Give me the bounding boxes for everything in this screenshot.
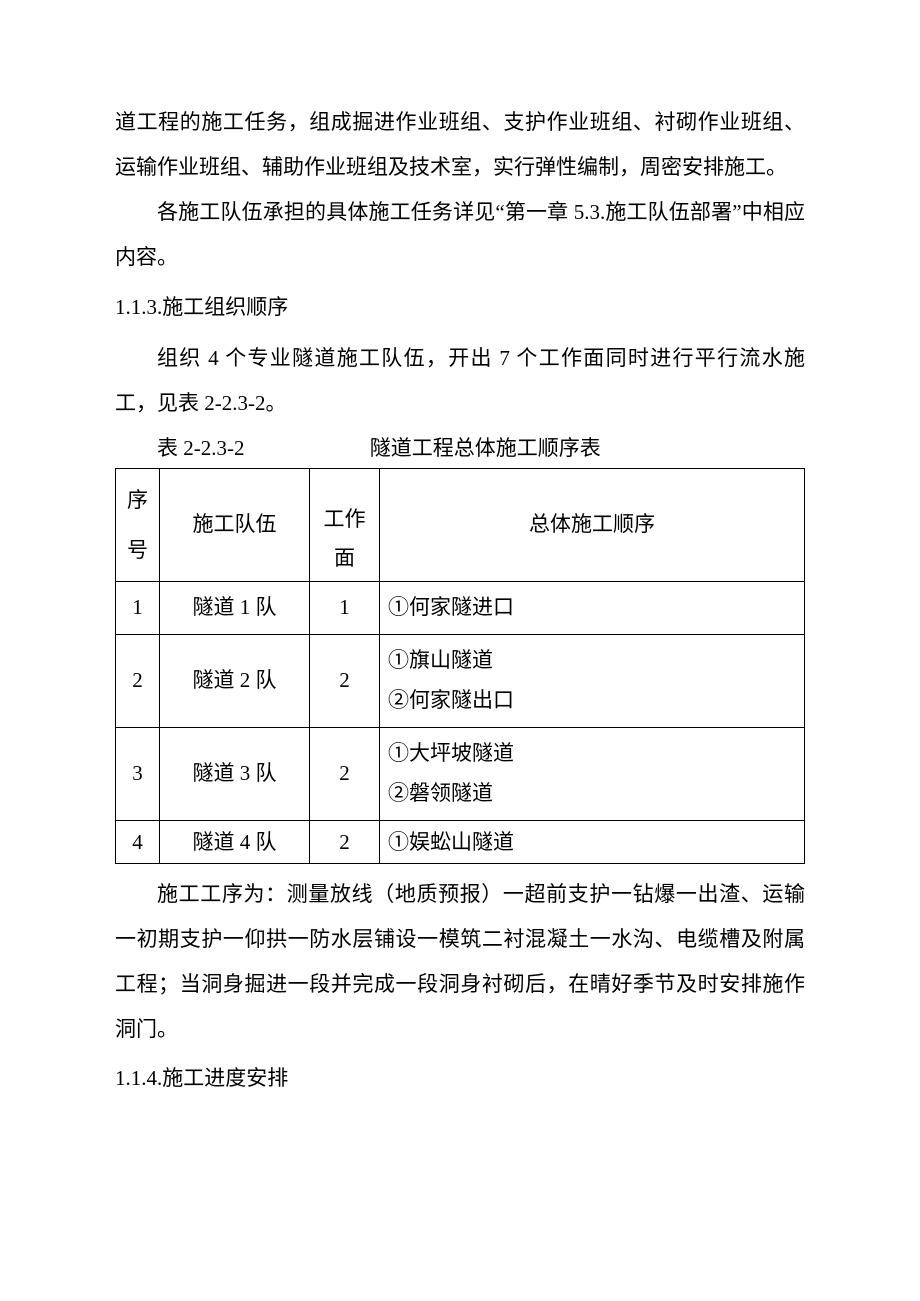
cell-seq: 3	[116, 748, 159, 800]
paragraph-3: 组织 4 个专业隧道施工队伍，开出 7 个工作面同时进行平行流水施工，见表 2-…	[115, 336, 805, 426]
table-header-row: 序号 施工队伍 工作面 总体施工顺序	[116, 468, 805, 582]
cell-order: ①何家隧进口	[380, 582, 804, 634]
cell-face: 1	[310, 582, 379, 634]
table-row: 2 隧道 2 队 2 ①旗山隧道②何家隧出口	[116, 635, 805, 728]
cell-order: ①娱蚣山隧道	[380, 821, 804, 863]
th-face: 工作面	[310, 468, 380, 582]
paragraph-2: 各施工队伍承担的具体施工任务详见“第一章 5.3.施工队伍部署”中相应内容。	[115, 190, 805, 280]
cell-order: ①大坪坡隧道②磐领隧道	[380, 728, 804, 820]
table-row: 3 隧道 3 队 2 ①大坪坡隧道②磐领隧道	[116, 728, 805, 821]
cell-face: 2	[310, 655, 379, 707]
cell-face: 2	[310, 821, 379, 863]
cell-seq: 4	[116, 821, 159, 863]
table-body: 1 隧道 1 队 1 ①何家隧进口 2 隧道 2 队 2 ①旗山隧道②何家隧出口…	[116, 582, 805, 863]
cell-face: 2	[310, 748, 379, 800]
cell-seq: 1	[116, 582, 159, 634]
cell-order: ①旗山隧道②何家隧出口	[380, 635, 804, 727]
cell-seq: 2	[116, 655, 159, 707]
cell-team: 隧道 4 队	[160, 821, 309, 863]
table-row: 4 隧道 4 队 2 ①娱蚣山隧道	[116, 820, 805, 863]
cell-team: 隧道 3 队	[160, 748, 309, 800]
table-caption: 表 2-2.3-2 隧道工程总体施工顺序表	[115, 432, 805, 466]
heading-1-1-3: 1.1.3.施工组织顺序	[115, 285, 805, 330]
heading-1-1-4: 1.1.4.施工进度安排	[115, 1056, 805, 1101]
th-team: 施工队伍	[160, 468, 310, 582]
th-seq: 序号	[116, 468, 160, 582]
paragraph-1: 道工程的施工任务，组成掘进作业班组、支护作业班组、衬砌作业班组、运输作业班组、辅…	[115, 100, 805, 190]
cell-team: 隧道 2 队	[160, 655, 309, 707]
table-title: 隧道工程总体施工顺序表	[370, 432, 601, 466]
table-number: 表 2-2.3-2	[157, 432, 245, 466]
paragraph-4: 施工工序为：测量放线（地质预报）一超前支护一钻爆一出渣、运输一初期支护一仰拱一防…	[115, 872, 805, 1053]
document-page: 道工程的施工任务，组成掘进作业班组、支护作业班组、衬砌作业班组、运输作业班组、辅…	[0, 0, 920, 1301]
cell-team: 隧道 1 队	[160, 582, 309, 634]
th-order: 总体施工顺序	[380, 468, 805, 582]
table-row: 1 隧道 1 队 1 ①何家隧进口	[116, 582, 805, 635]
construction-order-table: 序号 施工队伍 工作面 总体施工顺序 1 隧道 1 队 1 ①何家隧进口 2 隧…	[115, 468, 805, 864]
